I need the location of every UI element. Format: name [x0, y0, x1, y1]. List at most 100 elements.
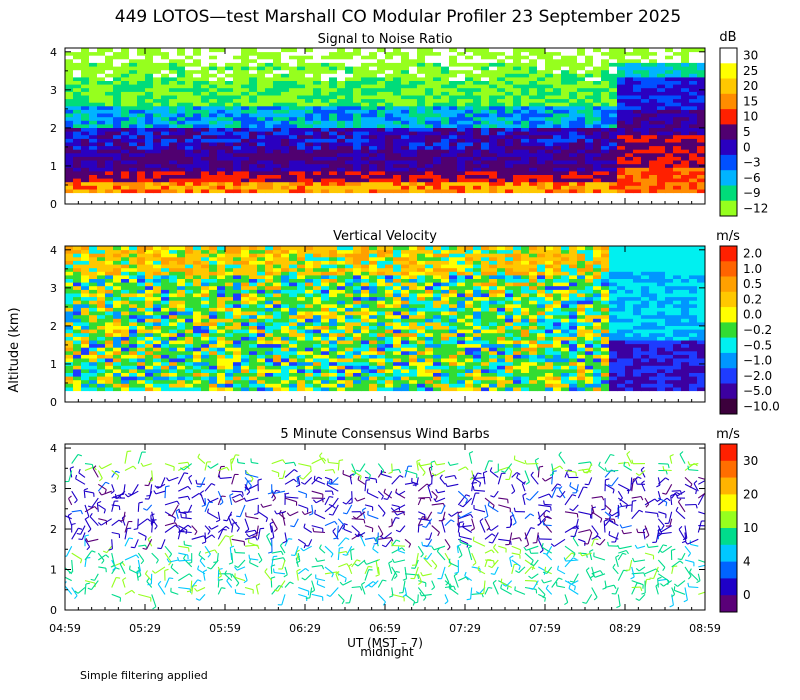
velocity-cell	[201, 307, 210, 312]
snr-cell	[641, 84, 650, 89]
snr-cell	[193, 62, 202, 67]
snr-cell	[249, 51, 258, 56]
snr-cell	[681, 91, 690, 96]
snr-cell	[681, 84, 690, 89]
snr-cell	[617, 84, 626, 89]
snr-cell	[657, 51, 666, 56]
snr-cell	[193, 55, 202, 60]
snr-cell	[305, 84, 314, 89]
snr-cell	[497, 127, 506, 132]
velocity-cell	[201, 296, 210, 301]
velocity-cell	[97, 271, 106, 276]
snr-cell	[97, 120, 106, 125]
snr-cell	[513, 116, 522, 121]
velocity-cell	[297, 307, 306, 312]
snr-cell	[545, 91, 554, 96]
velocity-cell	[193, 340, 202, 345]
velocity-cell	[337, 246, 346, 251]
snr-cell	[321, 163, 330, 168]
snr-cell	[209, 55, 218, 60]
snr-cell	[337, 116, 346, 121]
velocity-cell	[177, 329, 186, 334]
velocity-cell	[281, 289, 290, 294]
snr-cell	[281, 131, 290, 136]
snr-cell	[489, 145, 498, 150]
velocity-cell	[393, 387, 402, 392]
velocity-cell	[153, 358, 162, 363]
velocity-cell	[273, 256, 282, 261]
velocity-cell	[273, 343, 282, 348]
snr-cell	[153, 69, 162, 74]
snr-cell	[361, 181, 370, 186]
snr-cell	[249, 123, 258, 128]
snr-cell	[401, 66, 410, 71]
snr-cell	[137, 76, 146, 81]
snr-cell	[201, 138, 210, 143]
velocity-cell	[209, 368, 218, 373]
velocity-cell	[65, 289, 74, 294]
velocity-cell	[201, 350, 210, 355]
snr-cell	[441, 98, 450, 103]
snr-cell	[593, 66, 602, 71]
snr-cell	[497, 102, 506, 107]
snr-cell	[425, 142, 434, 147]
velocity-cell	[153, 314, 162, 319]
snr-cell	[137, 160, 146, 165]
snr-cell	[673, 131, 682, 136]
snr-cell	[529, 185, 538, 190]
snr-cell	[689, 58, 698, 63]
velocity-cell	[217, 340, 226, 345]
velocity-cell	[265, 271, 274, 276]
velocity-cell	[105, 387, 114, 392]
snr-cell	[513, 127, 522, 132]
velocity-cell	[121, 350, 130, 355]
snr-cell	[169, 134, 178, 139]
velocity-cell	[337, 365, 346, 370]
velocity-cell	[345, 246, 354, 251]
snr-cell	[649, 189, 658, 194]
velocity-cell	[129, 350, 138, 355]
snr-cell	[601, 66, 610, 71]
snr-cell	[73, 156, 82, 161]
snr-cell	[393, 95, 402, 100]
snr-cell	[273, 66, 282, 71]
snr-cell	[481, 170, 490, 175]
snr-cell	[361, 80, 370, 85]
snr-cell	[89, 167, 98, 172]
velocity-cell	[217, 260, 226, 265]
velocity-cell	[337, 271, 346, 276]
snr-cell	[65, 84, 74, 89]
snr-cell	[681, 73, 690, 78]
snr-cell	[673, 105, 682, 110]
snr-cell	[545, 105, 554, 110]
snr-cell	[209, 156, 218, 161]
snr-cell	[329, 149, 338, 154]
velocity-cell	[393, 332, 402, 337]
snr-cell	[241, 98, 250, 103]
velocity-cell	[89, 256, 98, 261]
snr-cell	[89, 163, 98, 168]
snr-cell	[465, 91, 474, 96]
snr-cell	[641, 48, 650, 53]
snr-cell	[537, 160, 546, 165]
snr-cell	[577, 167, 586, 172]
velocity-cell	[145, 383, 154, 388]
snr-cell	[593, 84, 602, 89]
snr-cell	[353, 48, 362, 53]
snr-cell	[449, 167, 458, 172]
velocity-cell	[329, 246, 338, 251]
snr-cell	[417, 73, 426, 78]
snr-cell	[641, 98, 650, 103]
snr-cell	[233, 58, 242, 63]
velocity-cell	[273, 314, 282, 319]
velocity-cell	[65, 274, 74, 279]
snr-cell	[329, 189, 338, 194]
snr-cell	[201, 84, 210, 89]
velocity-cell	[233, 332, 242, 337]
snr-cell	[569, 142, 578, 147]
snr-cell	[641, 87, 650, 92]
velocity-cell	[305, 249, 314, 254]
snr-cell	[497, 174, 506, 179]
snr-cell	[289, 142, 298, 147]
velocity-cell	[241, 347, 250, 352]
